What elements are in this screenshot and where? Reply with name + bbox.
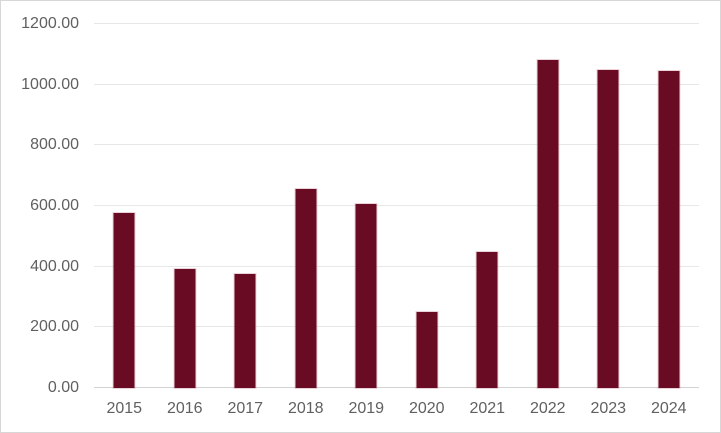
x-tick-label: 2024 [650,400,687,417]
x-tick-label: 2015 [106,400,143,417]
bar-2018 [295,189,317,388]
bar-2023 [597,69,619,388]
gridline [94,205,699,206]
x-axis: 2015 2016 2017 2018 2019 2020 2021 2022 2023 2024 [94,388,699,428]
y-tick-label: 800.00 [30,136,79,154]
gridline [94,144,699,146]
x-axis-line [94,387,699,388]
bar-2017 [234,273,256,388]
x-tick-label: 2020 [408,400,445,417]
y-tick-label: 0.00 [47,379,79,396]
bar-2019 [355,204,377,388]
y-tick-label: 400.00 [30,257,79,275]
bar-2021 [476,252,498,388]
gridline [94,265,699,267]
x-tick-label: 2017 [227,400,264,417]
x-tick-label: 2019 [348,400,385,417]
bar-2020 [416,311,438,388]
y-axis: 0.00 200.00 400.00 600.00 800.00 1000.00 1200.… [1,15,81,396]
bar-2024 [658,71,680,388]
x-tick-label: 2022 [529,400,566,417]
bar-2022 [537,60,559,388]
x-tick-label: 2018 [287,400,324,417]
x-tick-label: 2023 [590,400,627,417]
bar-2015 [113,212,135,388]
gridline [94,326,699,328]
bar-2016 [174,268,196,388]
plot-area [94,23,699,388]
y-tick-label: 200.00 [30,318,79,336]
y-tick-label: 600.00 [30,197,79,214]
y-tick-label: 1200.00 [21,15,79,32]
x-tick-label: 2021 [469,400,506,417]
x-tick-label: 2016 [166,400,203,417]
gridline [94,23,699,24]
y-tick-label: 1000.00 [21,75,79,93]
gridline [94,83,699,85]
